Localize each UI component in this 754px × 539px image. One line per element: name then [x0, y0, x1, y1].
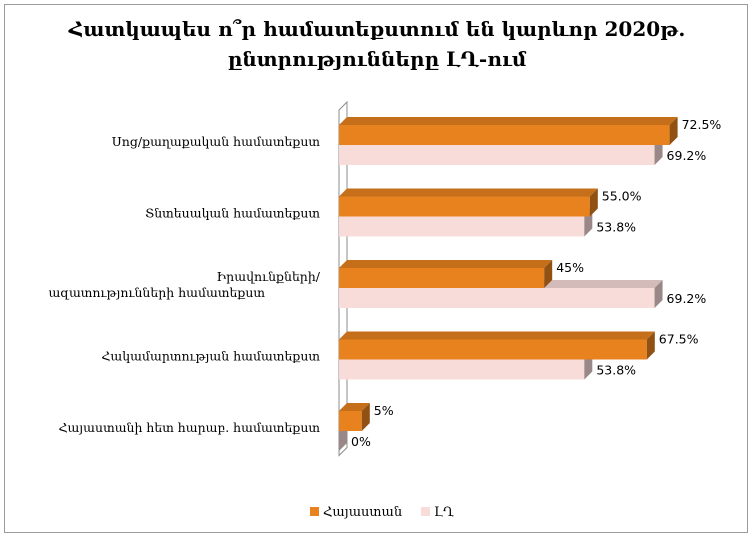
legend-label-series-1: Հայաստան: [323, 505, 402, 520]
data-label-4-series-1: 67.5%: [659, 332, 699, 347]
bar-3-series-2-side: [654, 280, 663, 308]
chart-title-line-1: Հատկապես ո՞ր համատեքստում են կարևոր 2020…: [68, 17, 686, 41]
category-label-4: Հակամարտության համատեքստ: [101, 349, 320, 364]
bar-5-series-1: [339, 403, 370, 431]
chart-title-line-2: ընտրությունները ԼՂ-ում: [227, 47, 527, 71]
data-label-5-series-2: 0%: [351, 434, 371, 449]
category-label-1: Սոց/քաղաքական համատեքստ: [112, 134, 321, 149]
bar-5-series-1-top: [339, 403, 370, 411]
data-label-5-series-1: 5%: [374, 403, 394, 418]
data-label-1-series-2: 69.2%: [667, 148, 707, 163]
bar-1-series-1-side: [669, 117, 678, 145]
bar-4-series-1-side: [646, 331, 655, 360]
data-label-3-series-1: 45%: [556, 260, 584, 275]
legend-label-series-2: ԼՂ: [434, 505, 454, 520]
bar-3-series-2-front: [339, 288, 655, 308]
bar-4-series-1: [339, 331, 655, 360]
legend: Հայաստան ԼՂ: [310, 505, 454, 520]
category-label-3-line-1: Իրավունքների/: [217, 269, 321, 284]
bar-1-series-1-top: [339, 117, 678, 125]
chart-title: Հատկապես ո՞ր համատեքստում են կարևոր 2020…: [0, 14, 754, 74]
bar-3-series-1-front: [339, 268, 545, 288]
category-label-3: Իրավունքների/ազատությունների համատեքստ: [49, 269, 321, 300]
category-label-5: Հայաստանի հետ հարաբ. համատեքստ: [58, 420, 320, 435]
bar-1-series-2-front: [339, 145, 655, 165]
legend-swatch-series-2: [421, 507, 430, 516]
bar-5-series-1-side: [361, 403, 370, 431]
data-label-2-series-1: 55.0%: [602, 189, 642, 204]
legend-swatch-series-1: [310, 507, 319, 516]
bar-4-series-1-front: [339, 339, 647, 360]
bar-4-series-2-front: [339, 359, 585, 380]
bar-1-series-1-front: [339, 125, 670, 145]
data-label-3-series-2: 69.2%: [667, 291, 707, 306]
data-label-4-series-2: 53.8%: [596, 363, 636, 378]
bar-3-series-1: [339, 260, 553, 288]
data-label-1-series-1: 72.5%: [682, 117, 722, 132]
bar-2-series-1: [339, 188, 598, 217]
bar-3-series-1-side: [544, 260, 553, 288]
category-label-2: Տնտեսական համատեքստ: [145, 206, 320, 221]
bar-2-series-1-front: [339, 196, 590, 217]
bar-3-series-1-top: [339, 260, 553, 268]
bar-5-series-1-front: [339, 411, 362, 431]
category-label-3-line-2: ազատությունների համատեքստ: [49, 285, 266, 300]
bar-2-series-2-front: [339, 216, 585, 237]
bar-4-series-1-top: [339, 331, 655, 340]
bar-2-series-1-side: [589, 188, 598, 217]
bar-2-series-1-top: [339, 188, 598, 197]
bar-1-series-1: [339, 117, 678, 145]
data-label-2-series-2: 53.8%: [596, 220, 636, 235]
